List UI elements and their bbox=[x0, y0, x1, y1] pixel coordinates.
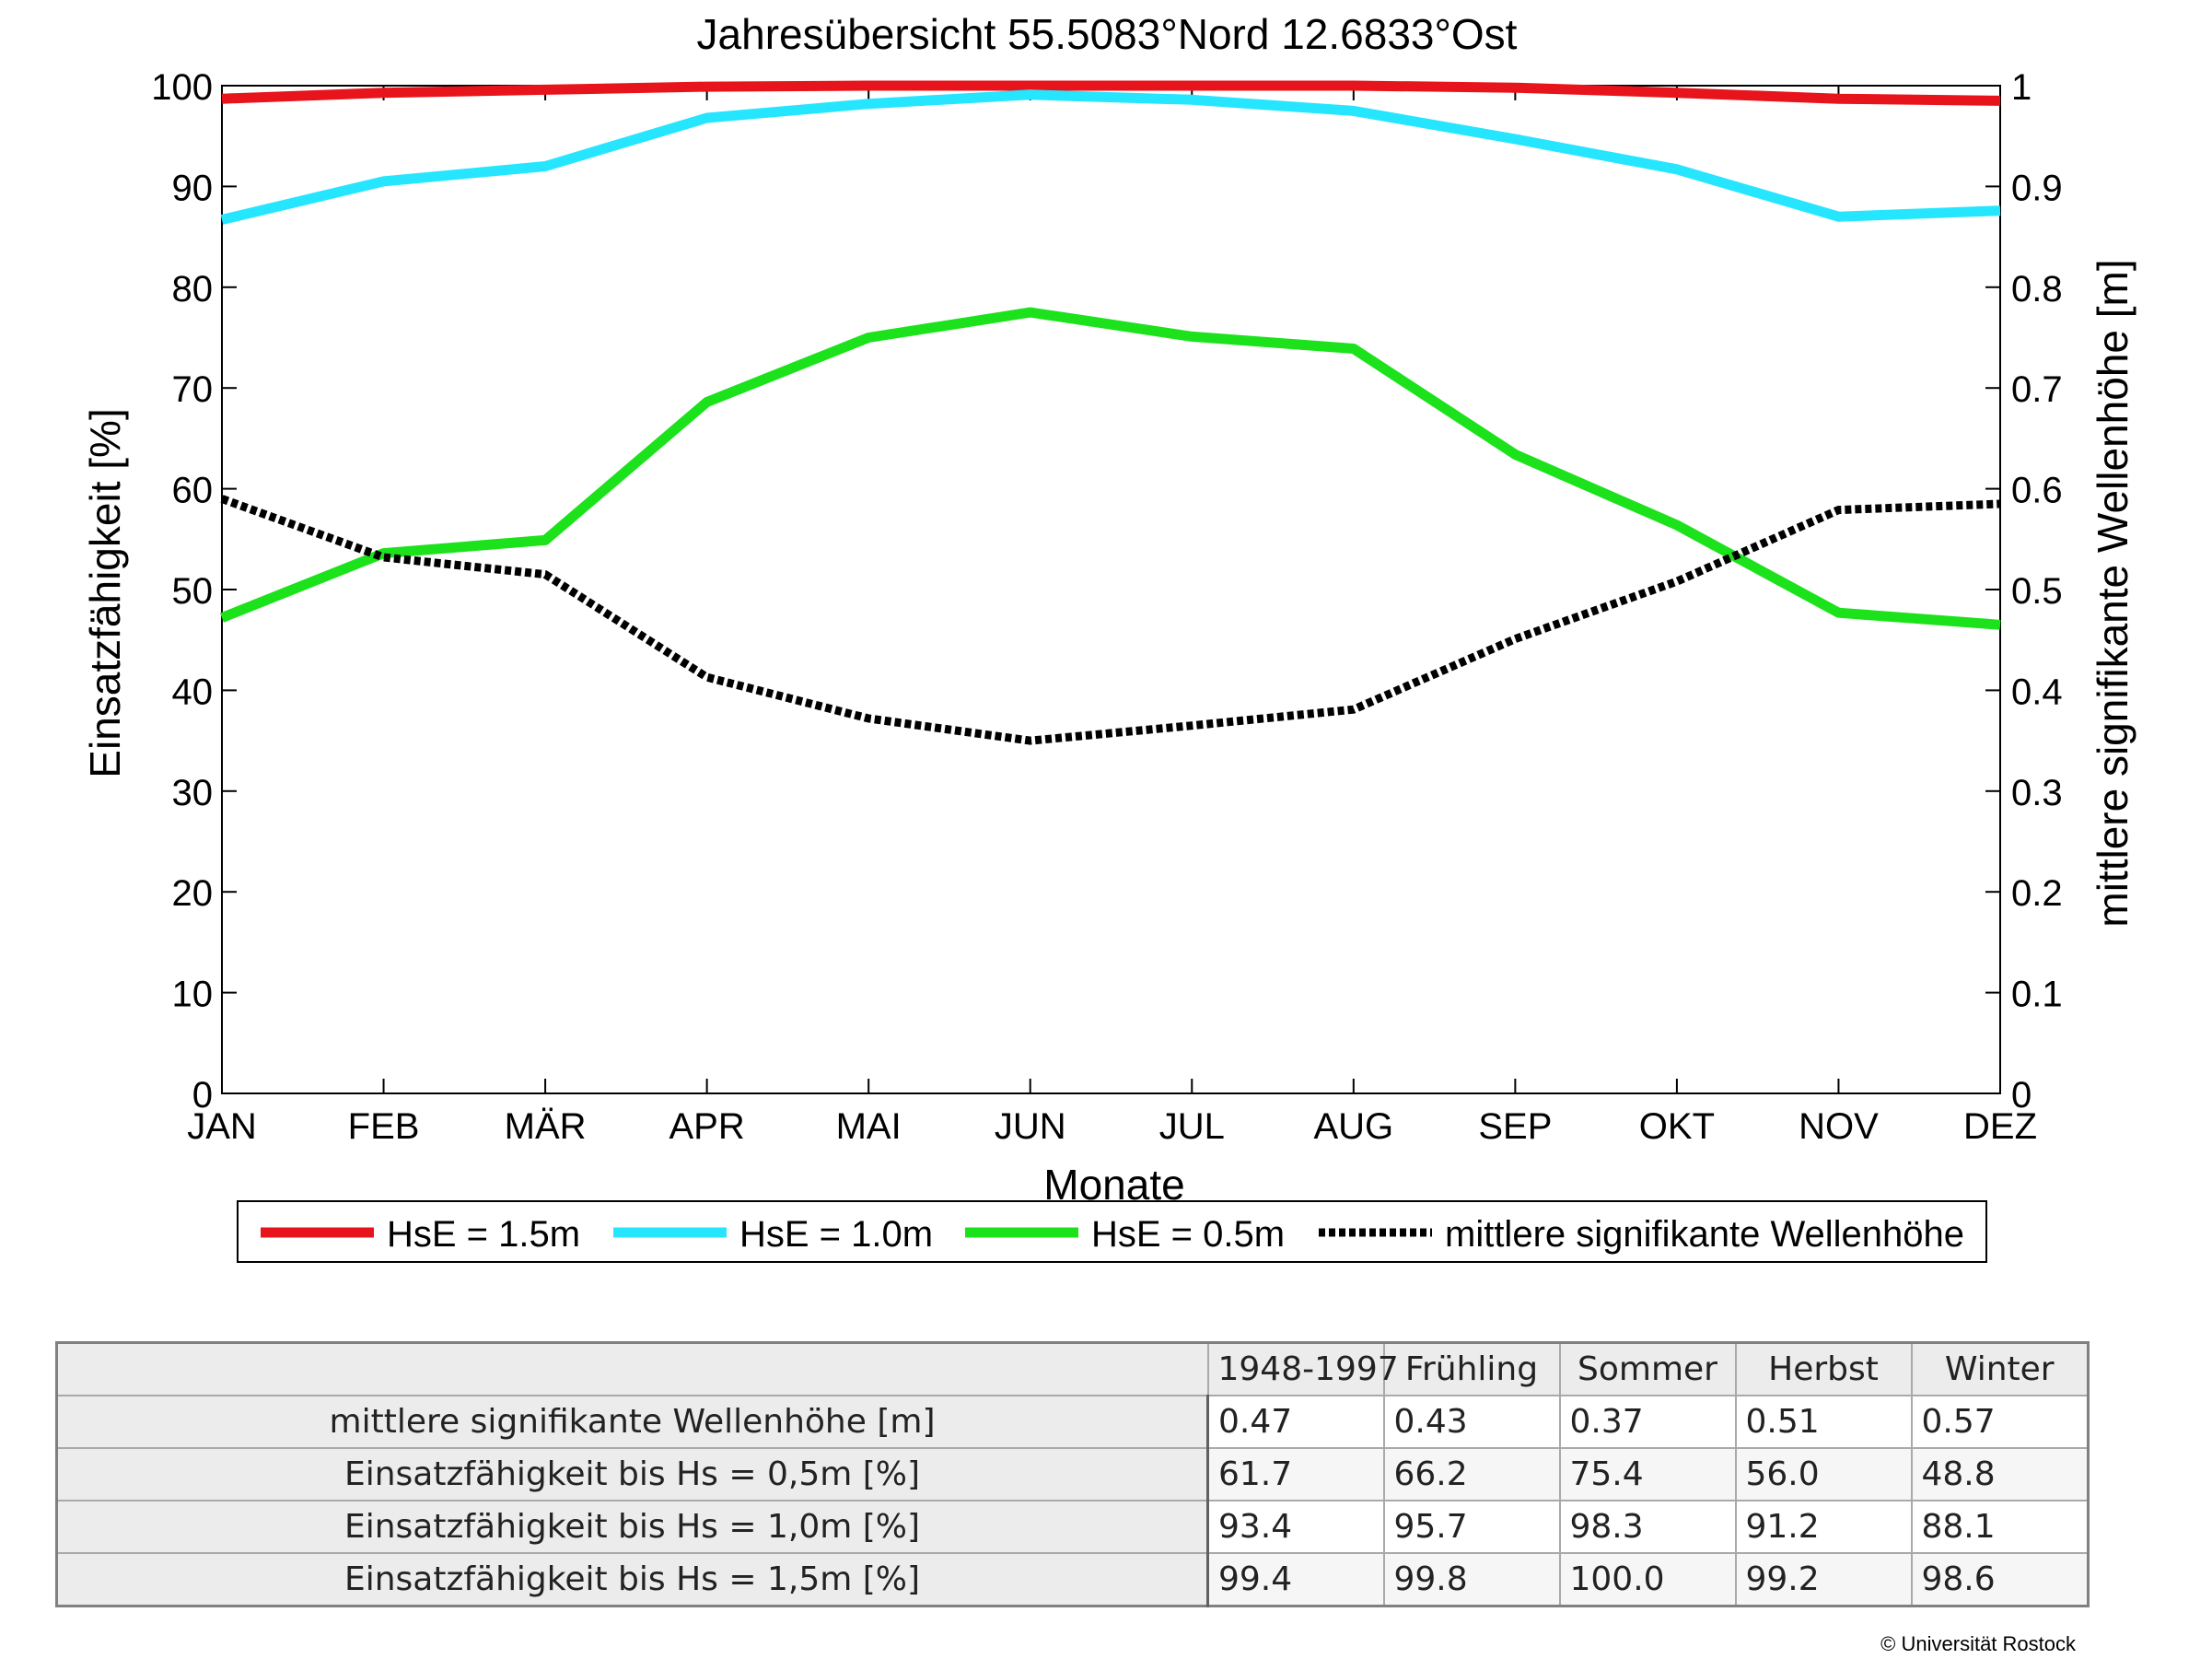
y-tick-label-left: 40 bbox=[172, 672, 214, 712]
x-tick-label: AUG bbox=[1313, 1106, 1393, 1147]
table-row: Einsatzfähigkeit bis Hs = 0,5m [%] 61.7 … bbox=[55, 1447, 2090, 1501]
table-header-cell: Herbst bbox=[1734, 1341, 1913, 1396]
row-label: Einsatzfähigkeit bis Hs = 1,0m [%] bbox=[55, 1500, 1209, 1554]
table-cell: 95.7 bbox=[1382, 1500, 1561, 1554]
y-axis-label-left: Einsatzfähigkeit [%] bbox=[81, 408, 129, 777]
series-line bbox=[219, 307, 2001, 630]
legend-label: mittlere signifikante Wellenhöhe bbox=[1445, 1214, 1964, 1255]
legend: HsE = 1.5m HsE = 1.0m HsE = 0.5m mittlere s… bbox=[237, 1200, 1987, 1263]
wave-chart: Jahresübersicht 55.5083°Nord 12.6833°Ost… bbox=[81, 10, 2136, 1263]
legend-box bbox=[237, 1200, 1987, 1263]
x-tick-label: JUL bbox=[1159, 1106, 1225, 1147]
table-cell: 61.7 bbox=[1206, 1447, 1385, 1501]
table-cell: 66.2 bbox=[1382, 1447, 1561, 1501]
table-header-cell: Sommer bbox=[1558, 1341, 1737, 1396]
x-tick-label: APR bbox=[669, 1106, 745, 1147]
table-cell: 0.47 bbox=[1206, 1395, 1385, 1449]
y-tick-label-right: 0.9 bbox=[2011, 168, 2063, 208]
table-cell: 48.8 bbox=[1910, 1447, 2090, 1501]
table-cell: 0.51 bbox=[1734, 1395, 1913, 1449]
legend-label: HsE = 1.0m bbox=[739, 1214, 933, 1255]
x-tick-label: SEP bbox=[1478, 1106, 1552, 1147]
table-cell: 0.43 bbox=[1382, 1395, 1561, 1449]
table-cell: 0.37 bbox=[1558, 1395, 1737, 1449]
table-header-cell: Frühling bbox=[1382, 1341, 1561, 1396]
table-row: mittlere signifikante Wellenhöhe [m] 0.4… bbox=[55, 1395, 2090, 1449]
x-tick-label: FEB bbox=[348, 1106, 420, 1147]
y-tick-label-left: 50 bbox=[172, 571, 214, 612]
y-tick-label-left: 0 bbox=[192, 1075, 213, 1116]
y-tick-label-left: 100 bbox=[151, 67, 213, 108]
y-tick-label-left: 30 bbox=[172, 773, 214, 813]
y-tick-label-right: 0.4 bbox=[2011, 672, 2063, 712]
table-cell: 93.4 bbox=[1206, 1500, 1385, 1554]
x-tick-label: MAI bbox=[836, 1106, 902, 1147]
x-tick-label: NOV bbox=[1799, 1106, 1879, 1147]
y-tick-label-left: 70 bbox=[172, 369, 214, 410]
statistics-table: 1948-1997 Frühling Sommer Herbst Winter … bbox=[55, 1341, 2090, 1607]
x-tick-label: DEZ bbox=[1963, 1106, 2037, 1147]
x-tick-label: MÄR bbox=[505, 1106, 587, 1147]
table-cell: 88.1 bbox=[1910, 1500, 2090, 1554]
y-tick-label-left: 90 bbox=[172, 168, 214, 208]
y-tick-label-left: 60 bbox=[172, 471, 214, 511]
y-tick-label-right: 0.2 bbox=[2011, 873, 2063, 914]
table-cell: 91.2 bbox=[1734, 1500, 1913, 1554]
chart-title: Jahresübersicht 55.5083°Nord 12.6833°Ost bbox=[697, 10, 1518, 58]
y-tick-label-left: 80 bbox=[172, 269, 214, 310]
table-cell: 99.8 bbox=[1382, 1552, 1561, 1607]
y-tick-label-right: 1 bbox=[2011, 67, 2032, 108]
y-tick-label-right: 0.6 bbox=[2011, 471, 2063, 511]
table-cell: 0.57 bbox=[1910, 1395, 2090, 1449]
copyright-notice: © Universität Rostock bbox=[1880, 1632, 2076, 1655]
table-header-cell: Winter bbox=[1910, 1341, 2090, 1396]
y-tick-label-right: 0 bbox=[2011, 1075, 2032, 1116]
y-axis-label-right: mittlere signifikante Wellenhöhe [m] bbox=[2089, 259, 2136, 927]
table-cell: 75.4 bbox=[1558, 1447, 1737, 1501]
table-cell: 99.2 bbox=[1734, 1552, 1913, 1607]
series-line bbox=[220, 495, 2001, 745]
table-row: Einsatzfähigkeit bis Hs = 1,0m [%] 93.4 … bbox=[55, 1500, 2090, 1554]
table-row: Einsatzfähigkeit bis Hs = 1,5m [%] 99.4 … bbox=[55, 1552, 2090, 1607]
table-cell: 98.6 bbox=[1910, 1552, 2090, 1607]
row-label: Einsatzfähigkeit bis Hs = 1,5m [%] bbox=[55, 1552, 1209, 1607]
y-tick-label-right: 0.7 bbox=[2011, 369, 2063, 410]
x-tick-label: JAN bbox=[187, 1106, 257, 1147]
y-tick-label-right: 0.5 bbox=[2011, 571, 2063, 612]
y-tick-label-right: 0.8 bbox=[2011, 269, 2063, 310]
y-tick-label-right: 0.1 bbox=[2011, 975, 2063, 1015]
x-tick-label: JUN bbox=[995, 1106, 1066, 1147]
y-tick-label-right: 0.3 bbox=[2011, 773, 2063, 813]
series-line bbox=[220, 89, 2001, 225]
y-tick-label-left: 10 bbox=[172, 975, 214, 1015]
legend-label: HsE = 1.5m bbox=[387, 1214, 580, 1255]
table-cell: 100.0 bbox=[1558, 1552, 1737, 1607]
table-header-corner bbox=[55, 1341, 1209, 1396]
table-cell: 56.0 bbox=[1734, 1447, 1913, 1501]
y-tick-label-left: 20 bbox=[172, 873, 214, 914]
x-tick-label: OKT bbox=[1639, 1106, 1715, 1147]
row-label: Einsatzfähigkeit bis Hs = 0,5m [%] bbox=[55, 1447, 1209, 1501]
table-cell: 98.3 bbox=[1558, 1500, 1737, 1554]
table-cell: 99.4 bbox=[1206, 1552, 1385, 1607]
series-line bbox=[221, 80, 2001, 106]
plot-frame bbox=[221, 85, 2001, 1094]
table-header-row: 1948-1997 Frühling Sommer Herbst Winter bbox=[55, 1341, 2090, 1396]
table-header-cell: 1948-1997 bbox=[1206, 1341, 1399, 1396]
row-label: mittlere signifikante Wellenhöhe [m] bbox=[55, 1395, 1209, 1449]
legend-label: HsE = 0.5m bbox=[1091, 1214, 1285, 1255]
